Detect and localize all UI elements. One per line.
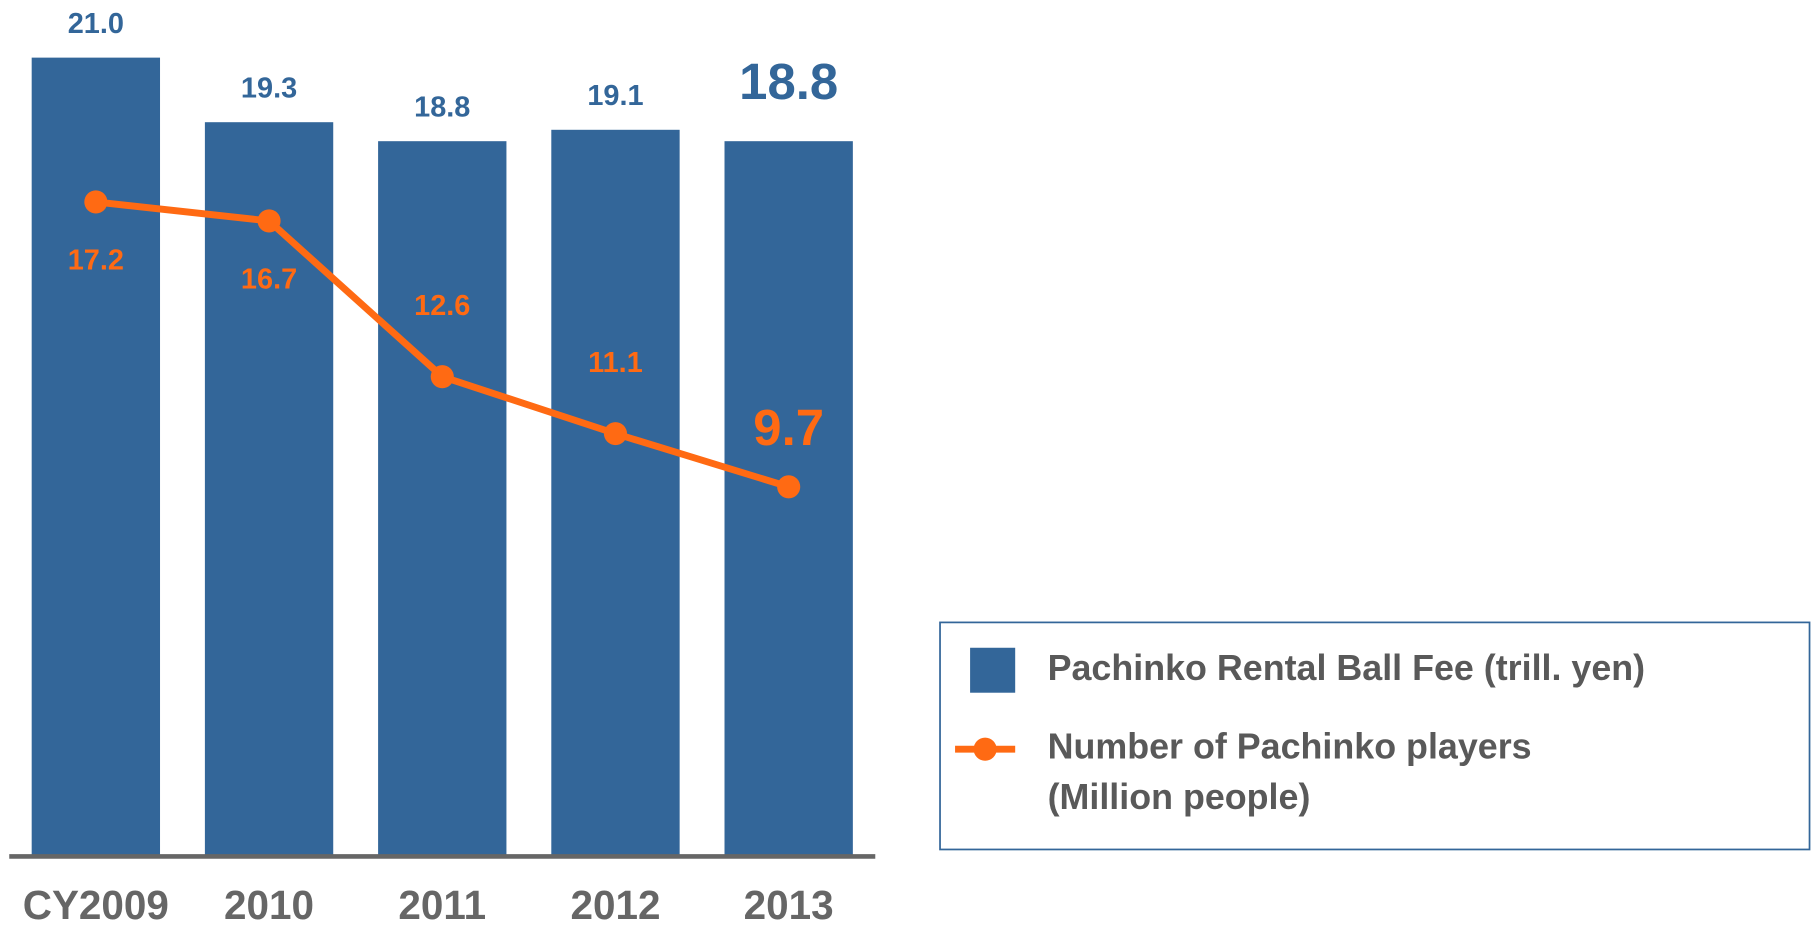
legend-label: Pachinko Rental Ball Fee (trill. yen) xyxy=(1047,647,1646,689)
line-point xyxy=(430,365,454,389)
legend-entry: Number of Pachinko players (Million peop… xyxy=(1047,726,1532,818)
line-value-label: 11.1 xyxy=(588,347,643,379)
line-value-label: 17.2 xyxy=(68,245,124,277)
line-value-label: 9.7 xyxy=(753,399,824,456)
bar-value-label: 21.0 xyxy=(68,8,124,40)
x-tick-label: CY2009 xyxy=(23,882,169,928)
legend-marker xyxy=(973,737,997,761)
bar xyxy=(378,141,507,856)
bar-value-label: 19.3 xyxy=(241,73,297,105)
x-tick-label: 2013 xyxy=(744,882,834,928)
bar xyxy=(31,57,161,856)
bar-value-label: 18.8 xyxy=(414,92,470,124)
x-tick-label: 2010 xyxy=(224,882,314,928)
bar xyxy=(551,129,680,856)
x-tick-label: 2012 xyxy=(570,882,660,928)
line-point xyxy=(84,190,108,214)
line-point xyxy=(603,422,628,446)
legend-label: Number of Pachinko players (Million peop… xyxy=(1047,726,1532,818)
line-value-label: 12.6 xyxy=(414,290,470,322)
legend-box xyxy=(939,621,1811,851)
legend-entry: Pachinko Rental Ball Fee (trill. yen) xyxy=(1047,647,1646,689)
line-value-label: 16.7 xyxy=(241,264,297,296)
line-point xyxy=(777,475,801,499)
legend-swatch xyxy=(970,647,1016,693)
bar-value-label: 18.8 xyxy=(739,53,838,110)
x-tick-label: 2011 xyxy=(398,882,486,928)
bar xyxy=(204,122,334,856)
line-point xyxy=(257,209,281,233)
bar-value-label: 19.1 xyxy=(587,80,643,112)
